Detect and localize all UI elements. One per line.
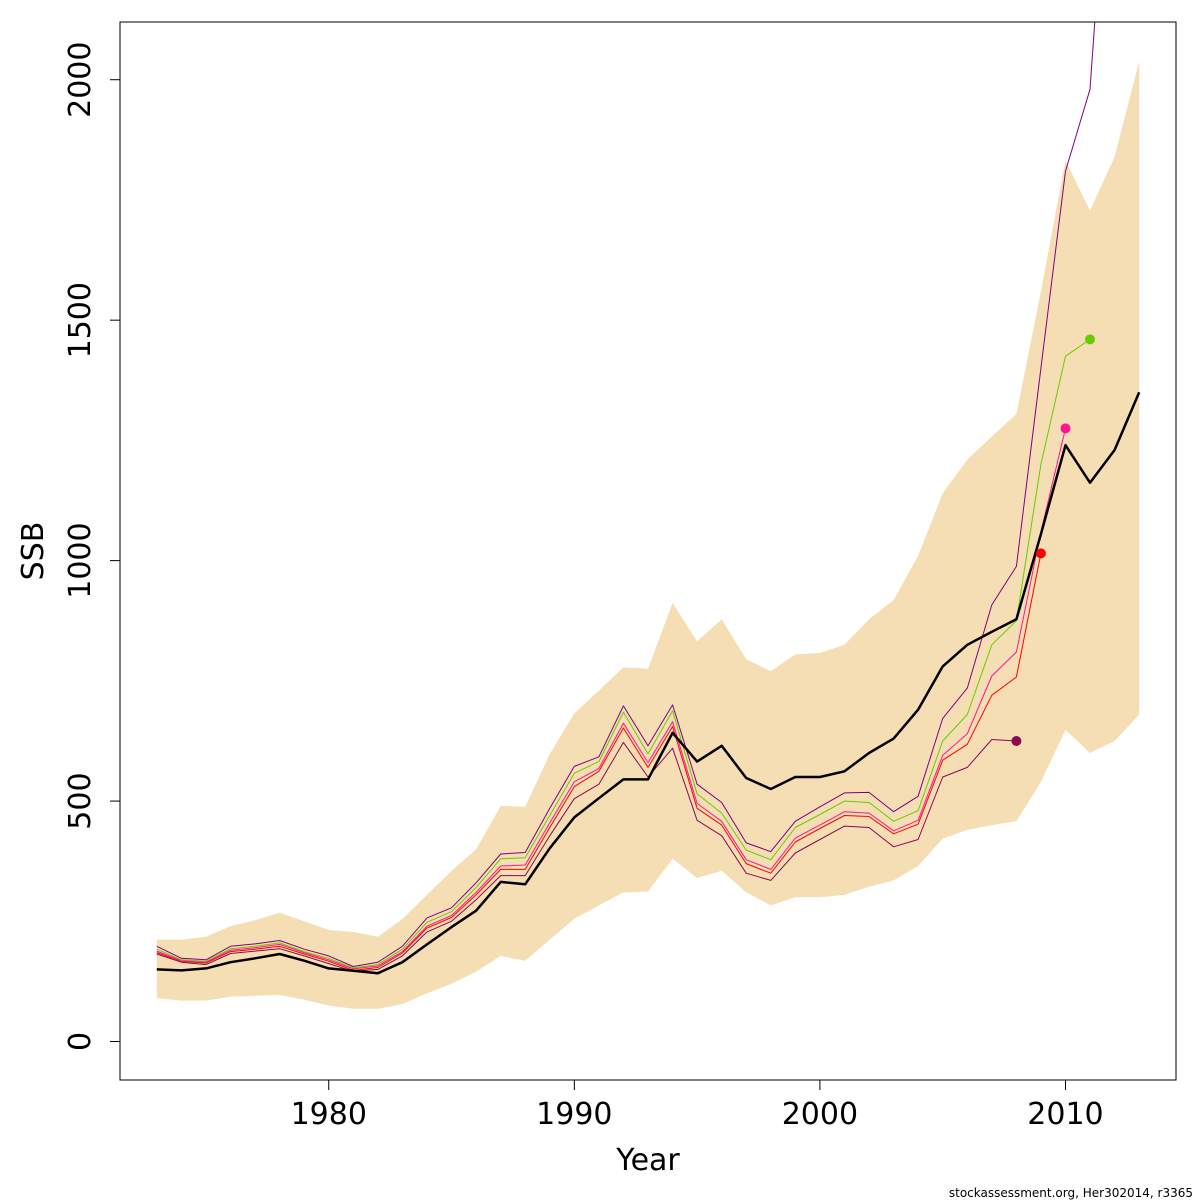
y-axis: 0 500 1000 1500 2000	[63, 42, 120, 1051]
x-axis: 1980 1990 2000 2010	[291, 1080, 1104, 1132]
y-tick-label: 0	[63, 1032, 98, 1051]
series-line-5	[156, 553, 1042, 971]
series-lines	[156, 22, 1141, 975]
x-tick-label: 2010	[1027, 1097, 1103, 1132]
y-tick-label: 2000	[63, 42, 98, 118]
y-tick-label: 500	[63, 772, 98, 829]
x-tick-label: 2000	[782, 1097, 858, 1132]
series-line-2	[156, 22, 1096, 967]
x-axis-title: Year	[615, 1143, 680, 1178]
y-tick-label: 1000	[63, 522, 98, 598]
x-tick-label: 1980	[291, 1097, 367, 1132]
series-line-1	[156, 391, 1141, 975]
series-line-3	[156, 338, 1091, 969]
series-line-4	[156, 428, 1066, 970]
x-tick-label: 1990	[536, 1097, 612, 1132]
plot-frame	[119, 21, 1177, 1081]
series-end-point-6	[1011, 736, 1022, 746]
series-end-point-5	[1035, 548, 1046, 559]
y-tick-label: 1500	[63, 282, 98, 358]
series-end-point-4	[1060, 423, 1071, 434]
confidence-band	[156, 61, 1140, 1009]
series-end-points	[1011, 334, 1095, 746]
series-end-point-3	[1085, 334, 1095, 345]
confidence-band-area	[156, 61, 1140, 1009]
series-line-6	[156, 739, 1017, 972]
y-axis-title: SSB	[16, 522, 51, 581]
footer-credit: stockassessment.org, Her302014, r3365	[949, 1186, 1193, 1200]
